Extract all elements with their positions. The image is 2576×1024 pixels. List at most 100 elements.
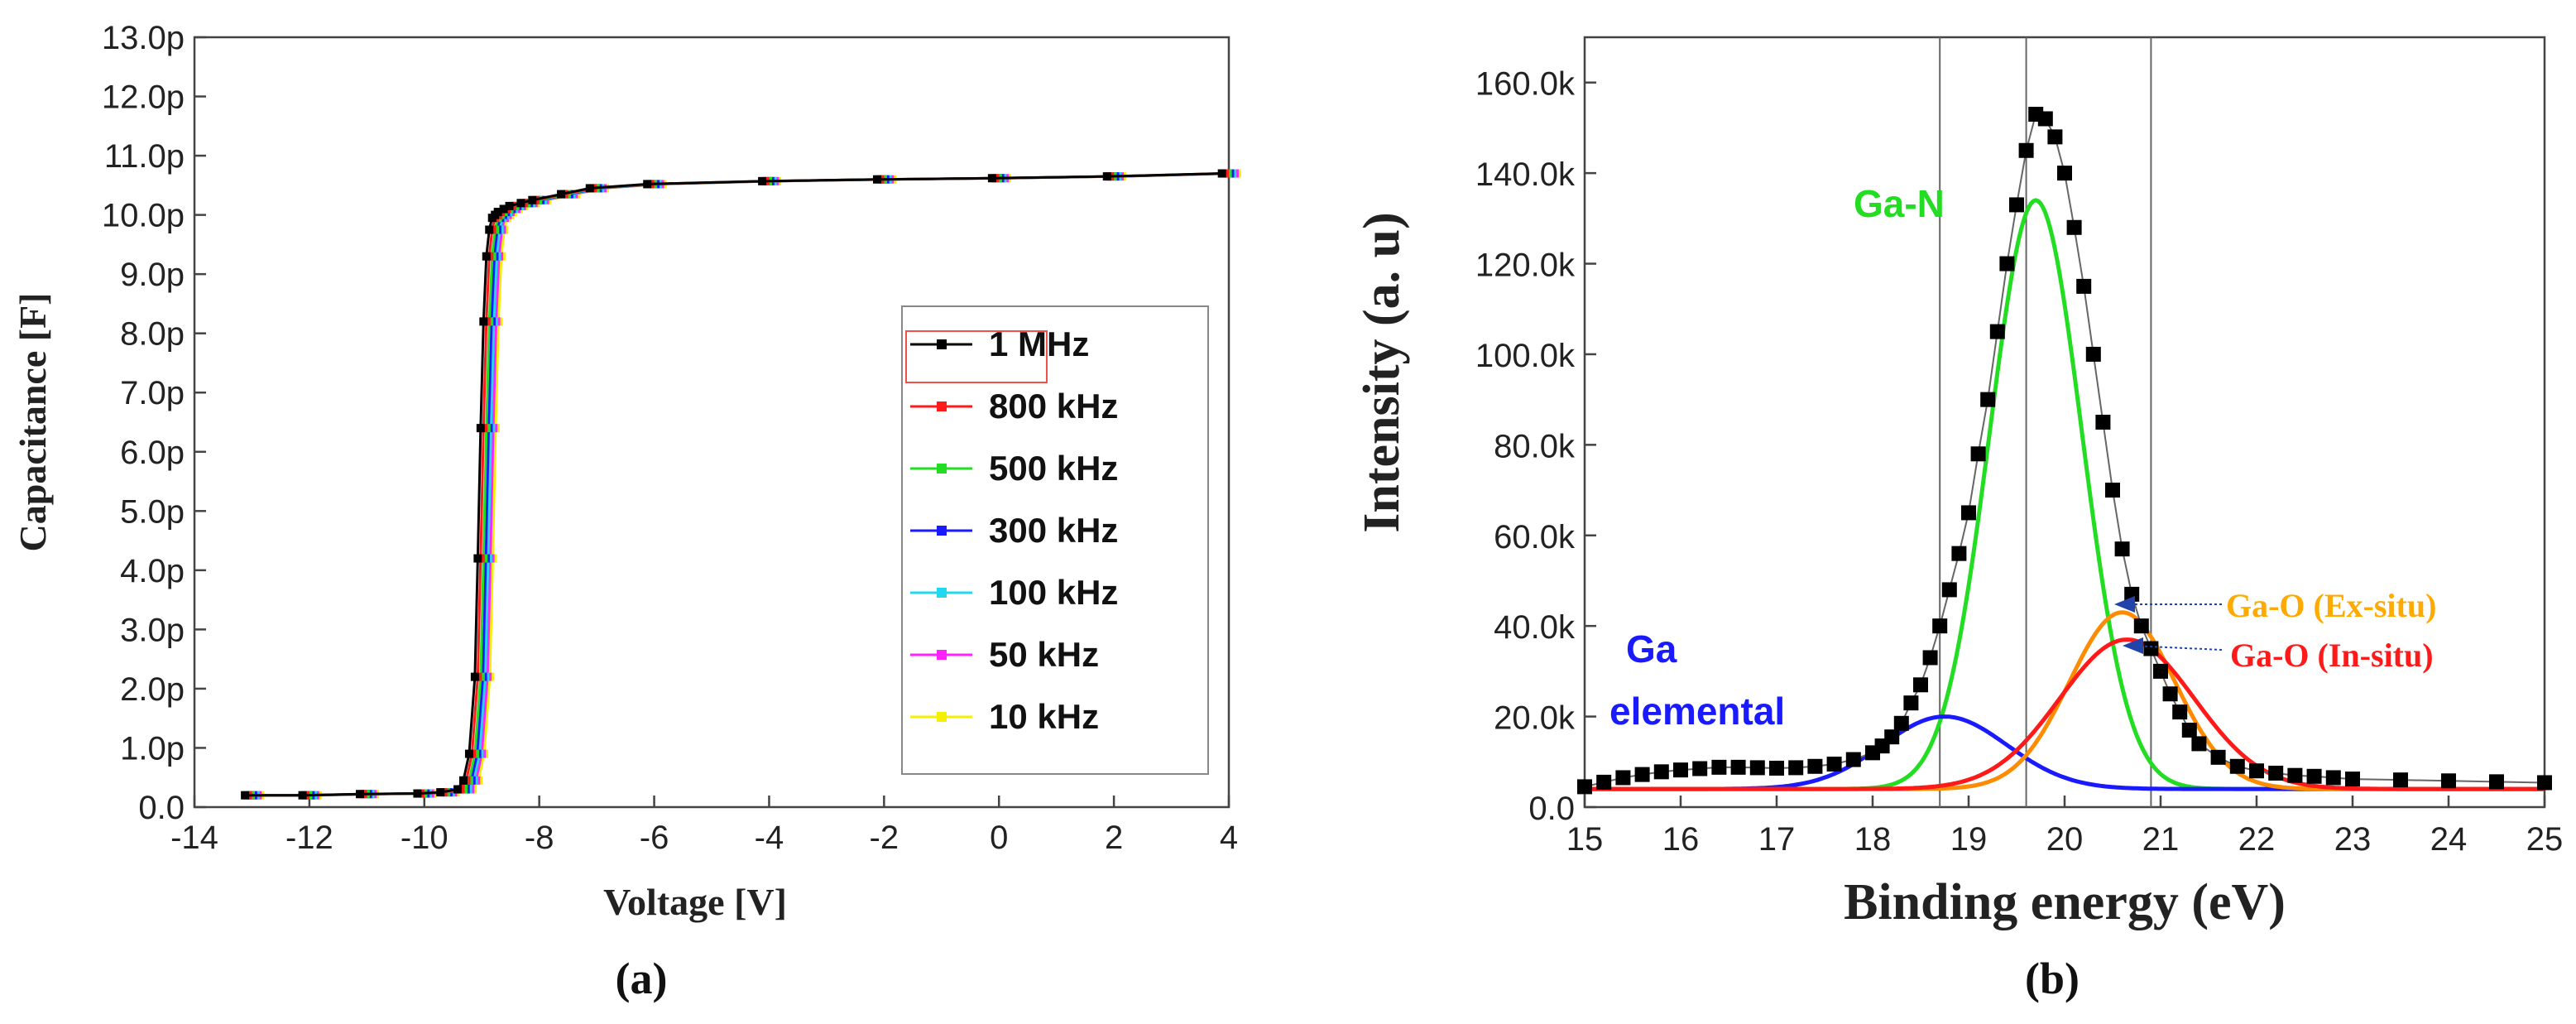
xps-y-tick-label: 100.0k [1475,338,1576,374]
xps-data-point [1845,752,1861,767]
xps-data-point [2172,704,2188,720]
xps-data-point [1970,446,1986,462]
cv-x-tick-label: -8 [525,820,554,856]
cv-data-point [453,785,463,794]
xps-data-point [1884,729,1900,745]
xps-y-tick-label: 140.0k [1475,156,1576,193]
cv-axes: -14 -12 -10 -8 -6 -4 -2 0 2 4 0.0 1.0p 2.0p 3.0p 4.0p 5… [102,20,1238,856]
xps-data-point [1893,715,1909,731]
xps-x-tick-label: 17 [1758,821,1796,858]
cv-y-tick-label: 2.0p [120,671,185,708]
xps-data-point [2287,767,2303,783]
xps-data-point [1807,758,1823,774]
xps-data-point [1999,256,2015,272]
xps-series [1577,107,2552,795]
xps-data-point [2018,142,2034,158]
xps-data-point [2047,129,2063,145]
xps-data-point [2133,618,2149,634]
xps-data-point [1769,760,1784,776]
cv-data-point [758,176,767,185]
xps-data-point [2191,736,2207,752]
cv-x-tick-label: -4 [755,820,784,856]
cv-data-point [479,317,488,326]
cv-data-point [516,199,525,208]
cv-data-point [482,252,491,261]
xps-data-point [1749,760,1765,776]
xps-data-point [2210,749,2226,765]
xps-data-point [1989,324,2005,339]
xps-data-point [1596,774,1612,790]
cv-data-point [873,175,881,184]
xps-data-point [2076,278,2092,294]
xps-data-point [2057,166,2072,181]
xps-axes: 15 16 17 18 19 20 21 22 23 24 25 0.0 20.0k 40.0k 60.0k… [1475,37,2563,858]
ga-n-label: Ga-N [1854,182,1945,225]
xps-data-point [1711,759,1727,775]
cv-data-point [356,790,364,799]
cv-data-point [1102,172,1111,181]
xps-data-point [2441,773,2456,789]
xps-data-point [1634,767,1650,782]
cv-data-point [470,672,479,681]
cv-legend-swatch-marker [937,464,947,474]
xps-x-axis-label: Binding energy (eV) [1844,874,2286,930]
xps-data-point [2037,111,2053,127]
cv-legend-swatch-marker [937,339,947,349]
cv-y-tick-label: 1.0p [120,730,185,767]
cv-data-point [505,201,514,210]
xps-x-tick-label: 16 [1662,821,1700,858]
xps-y-axis-label: Intensity (a. u) [1354,212,1410,533]
xps-data-point [1653,764,1669,780]
xps-data-point [2229,758,2245,774]
xps-x-tick-label: 25 [2526,821,2564,858]
cv-y-axis-label: Capacitance [F] [12,293,54,552]
cv-legend-label: 800 kHz [989,387,1118,425]
cv-y-tick-label: 5.0p [120,493,185,530]
cv-legend-swatch-marker [937,650,947,660]
xps-data-point [2114,541,2130,557]
ga-o-insitu-arrowhead [2123,637,2143,654]
cv-x-tick-label: 0 [990,820,1008,856]
cv-legend-label: 300 kHz [989,511,1118,550]
cv-data-point [557,190,566,199]
cv-x-axis-label: Voltage [V] [603,881,787,923]
xps-data-point [1615,770,1631,786]
cv-legend-swatch-marker [937,588,947,598]
cv-legend-highlight [905,330,1048,383]
cv-y-tick-label: 10.0p [102,198,185,234]
xps-x-tick-label: 21 [2142,821,2180,858]
cv-data-point [241,791,250,800]
xps-data-point [2268,765,2284,781]
cv-y-tick-label: 13.0p [102,20,185,56]
xps-fit-component [1585,637,2545,791]
cv-y-tick-label: 8.0p [120,316,185,353]
cv-y-tick-label: 12.0p [102,79,185,116]
xps-data-point [1692,761,1708,776]
cv-y-tick-label: 6.0p [120,435,185,471]
xps-data-point [1577,779,1592,795]
xps-y-tick-label: 60.0k [1494,519,1576,555]
xps-y-tick-label: 40.0k [1494,609,1576,646]
xps-data-point [2085,346,2101,362]
xps-y-tick-label: 80.0k [1494,428,1576,464]
cv-data-point [476,424,485,433]
cv-x-tick-label: -14 [170,820,218,856]
cv-data-point [499,204,508,214]
xps-data-point [2306,768,2322,784]
cv-x-tick-label: -6 [640,820,669,856]
xps-data-point [1932,618,1948,634]
cv-legend-label: 50 kHz [989,635,1099,674]
xps-x-tick-label: 22 [2238,821,2276,858]
cv-y-tick-label: 11.0p [104,138,185,175]
xps-y-tick-label: 120.0k [1475,248,1576,284]
cv-legend-swatch-marker [937,712,947,722]
cv-plot-frame [193,36,1230,809]
xps-x-tick-label: 18 [1854,821,1892,858]
xps-data-point [1941,582,1957,598]
cv-legend-swatch-marker [937,526,947,536]
xps-data-point [1673,762,1688,778]
ga-elemental-label-line1: Ga [1626,627,1677,671]
xps-x-tick-label: 15 [1566,821,1604,858]
